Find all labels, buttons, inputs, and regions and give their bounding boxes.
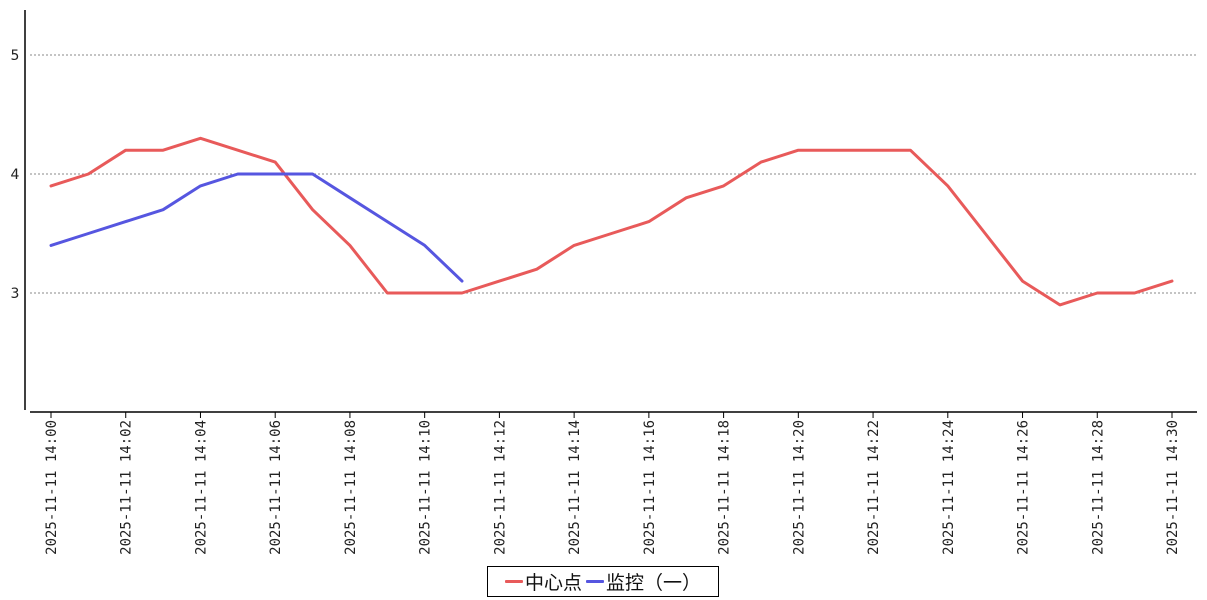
y-tick-labels: 3 4 5: [11, 48, 20, 302]
x-tick-label-5: 2025-11-11 14:10: [418, 420, 434, 555]
x-tick-label-14: 2025-11-11 14:28: [1090, 420, 1106, 555]
y-tick-label-4: 4: [11, 167, 20, 183]
legend-swatch-series-1: [504, 580, 523, 583]
x-tick-label-4: 2025-11-11 14:08: [343, 420, 359, 555]
axes: [24, 10, 1197, 413]
x-tick-label-15: 2025-11-11 14:30: [1165, 420, 1181, 555]
x-tick-label-11: 2025-11-11 14:22: [866, 420, 882, 555]
legend-swatch-series-2: [586, 580, 604, 583]
x-tick-label-6: 2025-11-11 14:12: [492, 420, 508, 555]
series-lines: [49, 136, 1174, 307]
grid-lines: [30, 54, 1197, 294]
legend-label-series-2: 监控（一）: [606, 572, 702, 594]
x-tick-label-13: 2025-11-11 14:26: [1016, 420, 1032, 555]
series-line-2: [49, 172, 464, 283]
x-tick-label-2: 2025-11-11 14:04: [193, 420, 209, 555]
legend-item-series-1: 中心点: [504, 568, 582, 595]
x-tick-label-3: 2025-11-11 14:06: [268, 420, 284, 555]
x-tick-label-10: 2025-11-11 14:20: [791, 420, 807, 555]
x-tick-label-8: 2025-11-11 14:16: [642, 420, 658, 555]
x-tick-label-9: 2025-11-11 14:18: [717, 420, 733, 555]
y-tick-label-5: 5: [11, 48, 20, 64]
y-tick-label-3: 3: [11, 286, 20, 302]
legend-label-series-1: 中心点: [524, 572, 582, 594]
x-tick-labels: 2025-11-11 14:00 2025-11-11 14:02 2025-11-…: [44, 412, 1181, 555]
x-tick-label-12: 2025-11-11 14:24: [941, 420, 957, 555]
x-tick-label-1: 2025-11-11 14:02: [119, 420, 135, 555]
x-tick-label-0: 2025-11-11 14:00: [44, 420, 60, 555]
series-line-1: [49, 136, 1174, 307]
legend: 中心点 监控（一）: [487, 566, 719, 597]
x-tick-label-7: 2025-11-11 14:14: [567, 420, 583, 555]
legend-item-series-2: 监控（一）: [586, 568, 701, 595]
